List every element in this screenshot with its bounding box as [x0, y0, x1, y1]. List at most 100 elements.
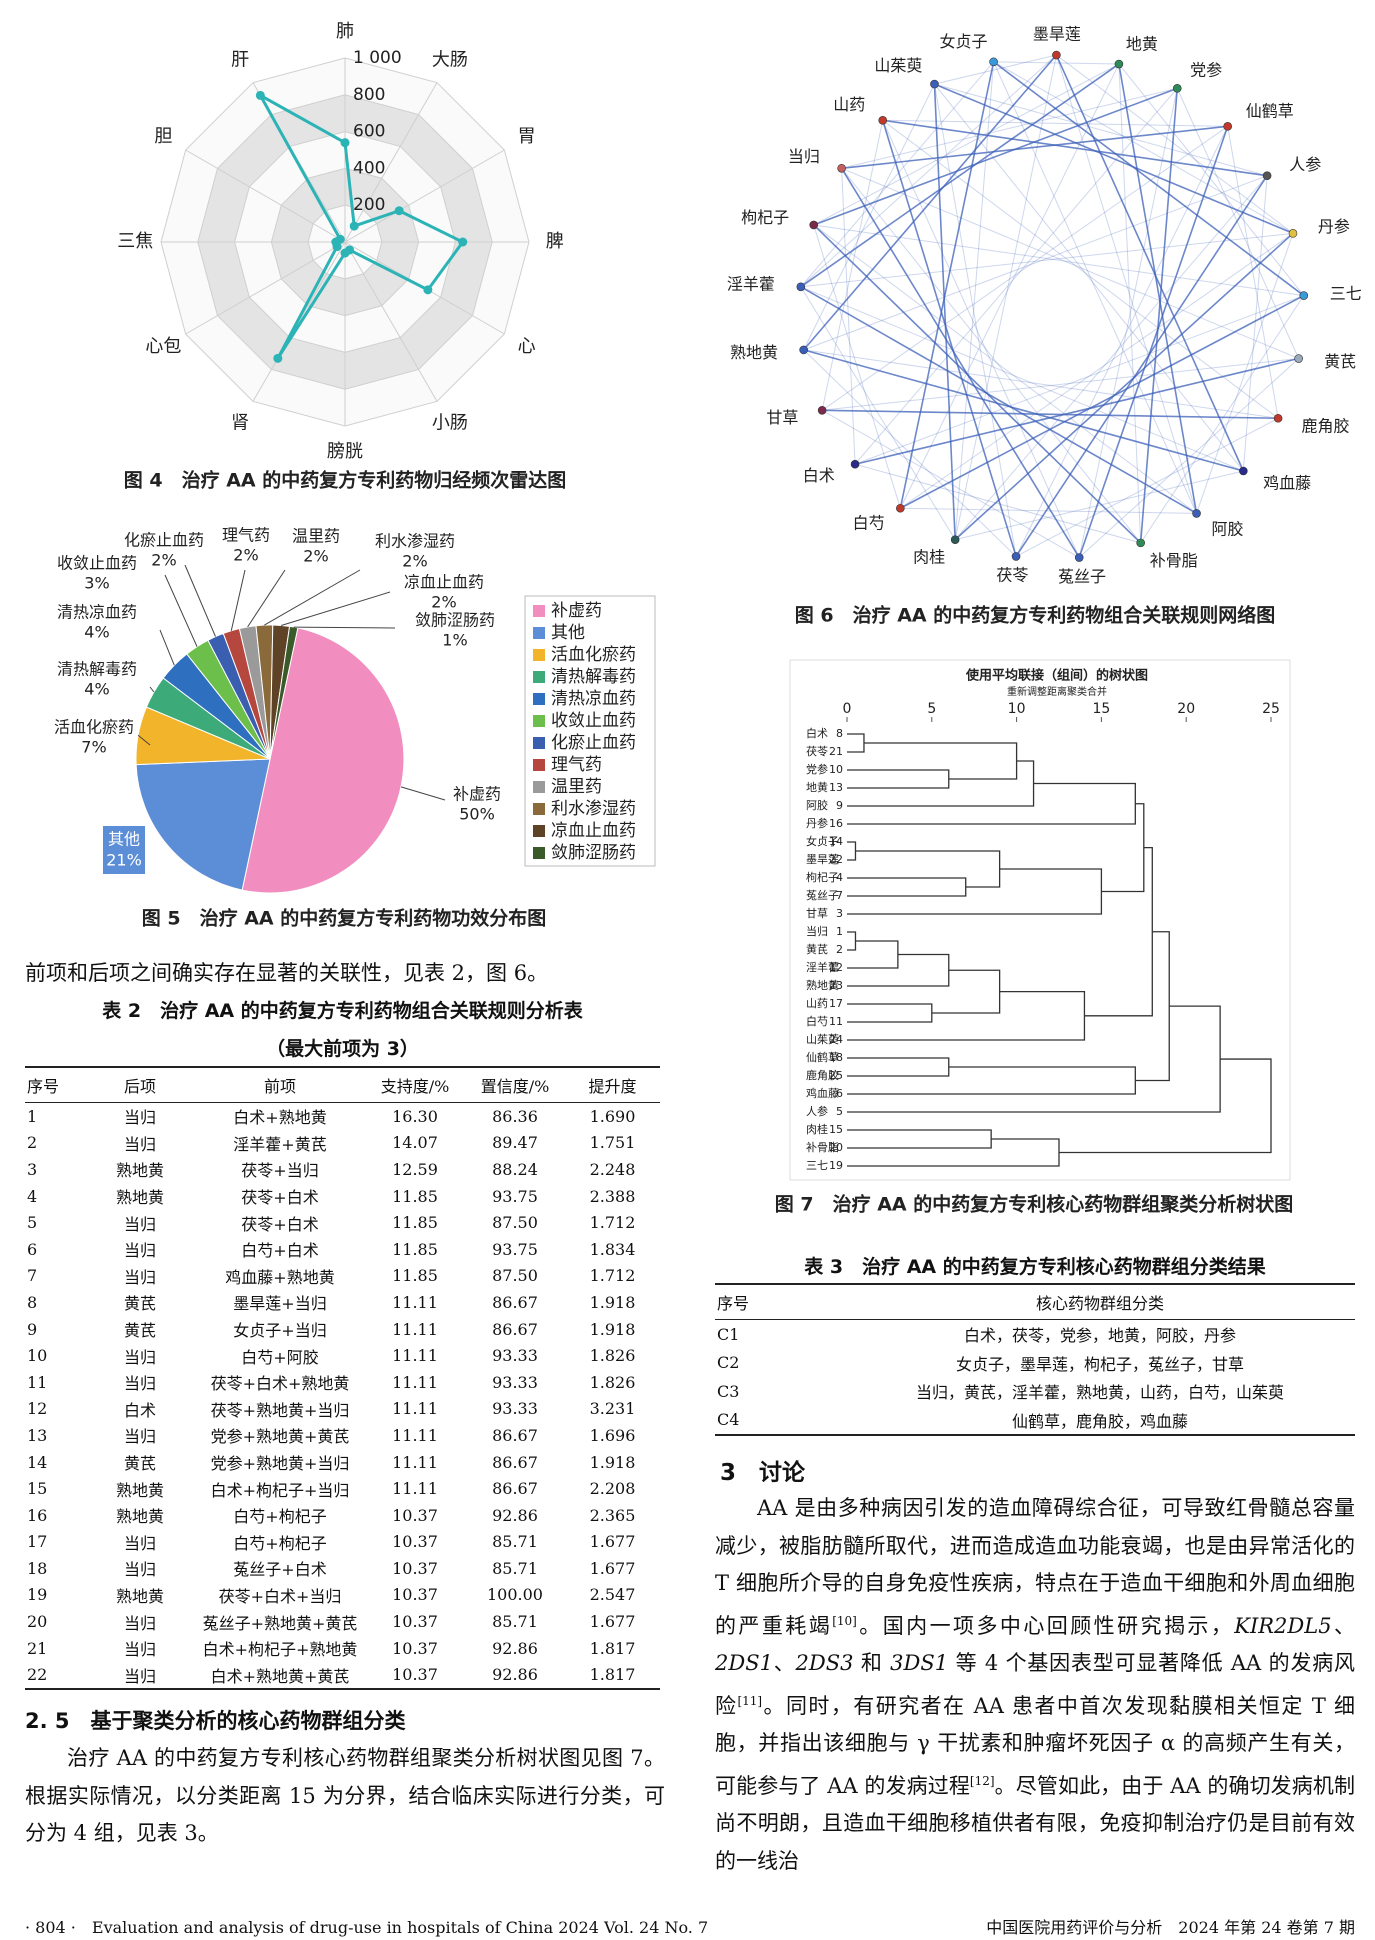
table-cell: 1.677	[589, 1612, 636, 1632]
table-cell: 13	[27, 1425, 48, 1445]
table-cell: 11.85	[392, 1266, 438, 1286]
leaf-label: 甘草	[806, 907, 828, 920]
edge	[854, 463, 1141, 544]
edge	[899, 294, 1305, 509]
x-tick-label: 20	[1177, 701, 1195, 717]
x-tick-label: 10	[1008, 701, 1026, 717]
data-point	[255, 90, 265, 100]
edge	[854, 295, 1304, 465]
node	[1192, 509, 1201, 518]
table-row: 15 熟地黄 白术+枸杞子+当归 11.11 86.67 2.208	[25, 1475, 660, 1502]
node	[1294, 354, 1303, 363]
header-row: 序号 核心药物群组分类	[715, 1284, 1355, 1320]
text-run: 等 4 个基因表型可显著降低 AA 的发病风险	[715, 1651, 1355, 1718]
gene-name: 2DS1	[715, 1651, 773, 1675]
leaf-label: 地黄	[806, 780, 828, 794]
paragraph: 治疗 AA 的中药复方专利核心药物群组聚类分析树状图见图 7。根据实际情况，以分…	[25, 1746, 665, 1845]
merge-link	[847, 940, 899, 969]
edge	[899, 63, 1120, 509]
table-cell: 93.33	[492, 1372, 538, 1392]
leaf-label: 仙鹤草	[806, 1050, 839, 1064]
edge	[1118, 63, 1305, 296]
node	[809, 220, 819, 230]
legend-label: 利水渗湿药	[551, 799, 636, 819]
leaf-label: 白芍	[806, 1014, 828, 1028]
table-cell: 92.86	[492, 1665, 538, 1685]
table-cell: 1.712	[589, 1266, 636, 1286]
spoke	[344, 82, 438, 243]
leaf-label: 阿胶	[806, 798, 828, 812]
table-row: C1 白术，茯苓，党参，地黄，阿胶，丹参	[715, 1320, 1355, 1349]
edge	[813, 224, 1142, 544]
table-cell: 当归	[123, 1666, 156, 1686]
merge-link	[847, 1066, 1136, 1095]
tick-label: 800	[353, 85, 385, 105]
leaf-label: 女贞子	[806, 834, 839, 848]
edge	[1055, 54, 1245, 472]
category-label: 三焦	[117, 231, 153, 252]
table-cell: 白术	[123, 1400, 156, 1420]
edge	[934, 54, 1057, 85]
paragraph: AA 是由多种病因引发的造血障碍综合征，可导致红骨髓总容量减少，被脂肪髓所取代，…	[715, 1490, 1355, 1880]
slice-value: 3%	[84, 574, 109, 593]
edge	[1227, 126, 1279, 419]
category-label: 肝	[231, 49, 249, 70]
node-label: 女贞子	[940, 32, 988, 51]
table-cell: 85.71	[492, 1532, 538, 1552]
table-cell: 熟地黄	[115, 1507, 164, 1527]
edge	[954, 175, 1268, 540]
edge	[1015, 417, 1279, 557]
edge	[1015, 175, 1268, 557]
leaf-number: 24	[829, 1033, 843, 1046]
header-cell: 核心药物群组分类	[845, 1284, 1355, 1320]
table-cell: 茯苓+白术	[241, 1188, 319, 1208]
leaf-label: 补骨脂	[806, 1140, 839, 1154]
table-cell: 1.817	[589, 1665, 636, 1685]
table-cell: 1.918	[589, 1292, 636, 1312]
table-cell: 16.30	[392, 1106, 438, 1126]
node	[1114, 59, 1124, 69]
figure-caption: 图 7 治疗 AA 的中药复方专利核心药物群组聚类分析树状图	[775, 1193, 1293, 1216]
edge	[933, 84, 1017, 557]
table-title: 表 3 治疗 AA 的中药复方专利核心药物群组分类结果	[804, 1256, 1266, 1278]
gene-name: 2DS3	[795, 1651, 854, 1675]
table-cell: 淫羊藿+黄芪	[233, 1134, 327, 1154]
node	[989, 57, 998, 67]
edge	[813, 63, 1120, 226]
edge	[882, 119, 1279, 419]
edge	[882, 120, 1080, 558]
merge-link	[847, 990, 1086, 1041]
table-cell: 3.231	[589, 1399, 636, 1419]
citation: [12]	[969, 1773, 995, 1788]
table-cell: 2.547	[589, 1585, 636, 1605]
edge	[899, 61, 995, 509]
table-cell: 女贞子+当归	[233, 1321, 327, 1341]
table-cell: 白芍+阿胶	[241, 1347, 319, 1367]
category-label: 膀胱	[327, 441, 363, 462]
leader-line	[230, 569, 246, 631]
leaf-number: 9	[836, 799, 843, 812]
leaf-number: 6	[836, 1087, 843, 1100]
leaf-label: 党参	[806, 762, 828, 776]
merge-link	[847, 877, 967, 897]
slice-label: 敛肺涩肠药	[415, 611, 495, 630]
edge	[821, 125, 1228, 411]
node	[850, 459, 860, 469]
table-cell: 党参+熟地黄+黄芪	[210, 1427, 350, 1447]
leaf-number: 22	[829, 853, 843, 866]
leaf-number: 1	[836, 925, 843, 938]
table-cell: 11.11	[392, 1399, 438, 1419]
slice-value: 2%	[303, 547, 328, 566]
merge-link	[847, 1003, 933, 1023]
table-cell: 黄芪	[123, 1294, 156, 1314]
table-cell: 茯苓+白术+熟地黄	[210, 1374, 350, 1394]
table-cell: 当归	[123, 1640, 156, 1660]
table-cell: 93.75	[492, 1186, 538, 1206]
citation: [10]	[832, 1613, 857, 1628]
legend-label: 补虚药	[551, 601, 602, 621]
leaf-label: 丹参	[806, 816, 828, 830]
node-label: 熟地黄	[730, 343, 778, 362]
table-cell: 11.85	[392, 1213, 438, 1233]
